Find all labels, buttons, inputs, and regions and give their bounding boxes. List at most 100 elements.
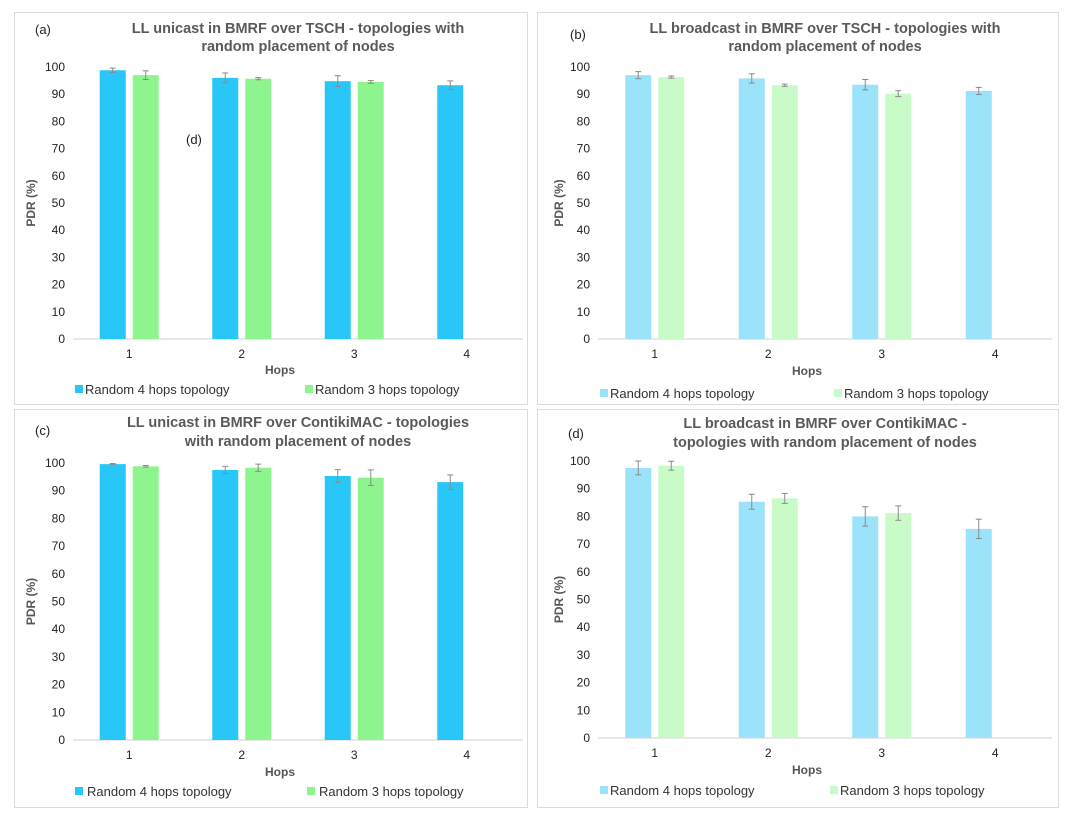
y-tick-label: 20: [52, 678, 66, 692]
bar: [245, 467, 272, 740]
chart-panel-c: (c) LL unicast in BMRF over ContikiMAC - …: [14, 409, 528, 808]
bar: [625, 75, 652, 339]
chart-panel-d: (d) LL broadcast in BMRF over ContikiMAC …: [537, 409, 1059, 808]
y-tick-label: 40: [577, 620, 591, 634]
y-tick-label: 0: [58, 733, 65, 747]
y-tick-label: 40: [52, 622, 66, 636]
bar: [212, 77, 239, 339]
y-tick-label: 70: [52, 539, 66, 553]
bar: [437, 85, 464, 339]
legend-swatch: [75, 385, 83, 393]
bar: [852, 84, 879, 340]
bar: [245, 78, 272, 340]
y-tick-label: 40: [52, 223, 66, 237]
y-tick-label: 100: [570, 454, 590, 468]
y-tick-label: 0: [583, 731, 590, 745]
bar: [885, 93, 912, 339]
legend-swatch: [305, 385, 313, 393]
y-tick-label: 90: [52, 484, 66, 498]
legend-label: Random 3 hops topology: [844, 386, 989, 401]
legend-label: Random 4 hops topology: [87, 784, 232, 799]
chart-title-line: LL broadcast in BMRF over ContikiMAC -: [683, 416, 966, 432]
x-tick-label: 1: [651, 746, 658, 760]
panel-label: (d): [568, 426, 584, 441]
y-tick-label: 80: [577, 509, 591, 523]
y-axis-title: PDR (%): [24, 578, 38, 625]
legend-swatch: [834, 389, 842, 397]
bar: [965, 528, 992, 738]
y-tick-label: 90: [52, 87, 66, 101]
x-axis-title: Hops: [265, 363, 295, 377]
chart-panel-b: (b) LL broadcast in BMRF over TSCH - topo…: [537, 12, 1059, 405]
legend-label: Random 4 hops topology: [85, 382, 230, 397]
bar: [132, 466, 159, 740]
legend-swatch: [307, 787, 315, 795]
y-tick-label: 10: [577, 305, 591, 319]
chart-title-line: topologies with random placement of node…: [673, 435, 977, 451]
y-tick-label: 50: [52, 196, 66, 210]
y-tick-label: 100: [570, 60, 590, 74]
y-tick-label: 100: [45, 60, 65, 74]
chart-svg: (c) LL unicast in BMRF over ContikiMAC - …: [24, 415, 523, 799]
y-tick-label: 0: [583, 332, 590, 346]
bar: [625, 467, 652, 738]
y-tick-label: 60: [52, 567, 66, 581]
y-axis-title: PDR (%): [552, 576, 566, 623]
bar: [852, 516, 879, 738]
y-tick-label: 50: [577, 593, 591, 607]
x-tick-label: 3: [878, 347, 885, 361]
y-tick-label: 20: [52, 278, 66, 292]
x-tick-label: 4: [463, 347, 470, 361]
y-axis-title: PDR (%): [552, 179, 566, 226]
bar: [738, 501, 765, 738]
chart-title-line: LL broadcast in BMRF over TSCH - topolog…: [650, 21, 1001, 37]
legend-swatch: [75, 787, 83, 795]
y-tick-label: 10: [52, 705, 66, 719]
x-tick-label: 4: [992, 347, 999, 361]
y-tick-label: 60: [577, 565, 591, 579]
x-tick-label: 1: [126, 347, 133, 361]
x-tick-label: 1: [126, 748, 133, 762]
x-axis-title: Hops: [792, 763, 822, 777]
chart-svg: (a) LL unicast in BMRF over TSCH - topolo…: [24, 21, 523, 397]
bar: [212, 469, 239, 740]
chart-title-line: random placement of nodes: [201, 39, 394, 55]
y-tick-label: 60: [577, 169, 591, 183]
x-tick-label: 4: [463, 748, 470, 762]
bar: [965, 90, 992, 339]
chart-title-line: LL unicast in BMRF over ContikiMAC - top…: [127, 415, 469, 431]
panel-label: (c): [35, 423, 50, 438]
chart-title-line: LL unicast in BMRF over TSCH - topologie…: [132, 21, 464, 37]
chart-svg: (b) LL broadcast in BMRF over TSCH - topo…: [552, 21, 1052, 401]
y-tick-label: 20: [577, 278, 591, 292]
bar: [738, 78, 765, 339]
legend-swatch: [600, 786, 608, 794]
bar: [99, 70, 126, 339]
x-tick-label: 2: [765, 746, 772, 760]
bar: [437, 482, 464, 740]
bar: [658, 465, 685, 738]
y-tick-label: 30: [52, 250, 66, 264]
x-tick-label: 1: [651, 347, 658, 361]
legend-label: Random 3 hops topology: [840, 783, 985, 798]
chart-annotation: (d): [186, 132, 202, 147]
legend-label: Random 4 hops topology: [610, 386, 755, 401]
y-tick-label: 30: [577, 250, 591, 264]
panel-label: (a): [35, 22, 51, 37]
y-tick-label: 70: [52, 142, 66, 156]
bar: [885, 513, 912, 738]
chart-title-line: with random placement of nodes: [184, 434, 411, 450]
y-tick-label: 70: [577, 142, 591, 156]
y-tick-label: 50: [52, 595, 66, 609]
y-tick-label: 80: [52, 511, 66, 525]
y-tick-label: 100: [45, 456, 65, 470]
y-tick-label: 10: [52, 305, 66, 319]
x-tick-label: 3: [878, 746, 885, 760]
legend-label: Random 3 hops topology: [319, 784, 464, 799]
y-tick-label: 20: [577, 676, 591, 690]
bar: [357, 81, 384, 340]
bar: [658, 77, 685, 340]
y-tick-label: 10: [577, 703, 591, 717]
y-tick-label: 30: [577, 648, 591, 662]
y-tick-label: 90: [577, 482, 591, 496]
